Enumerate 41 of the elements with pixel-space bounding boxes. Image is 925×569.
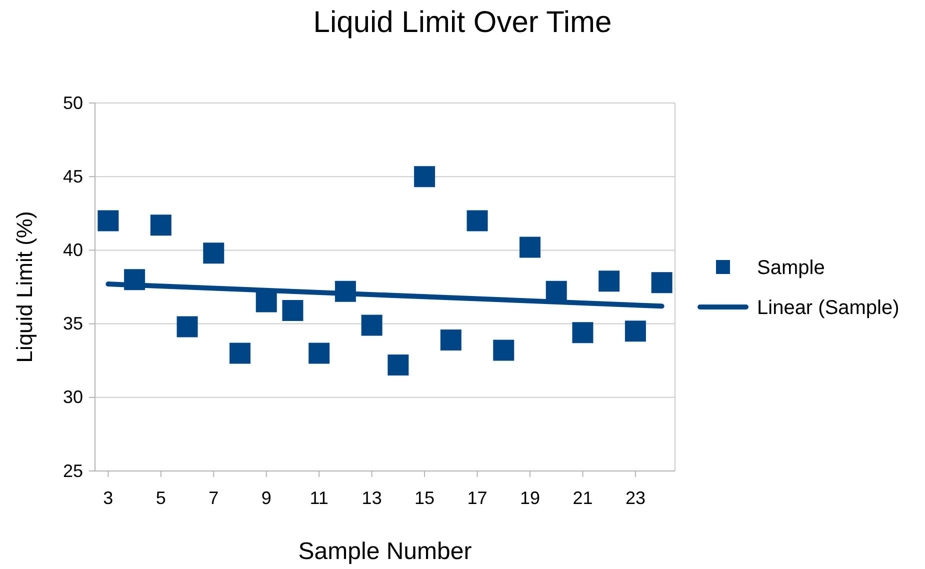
x-axis-title: Sample Number bbox=[298, 538, 472, 565]
point bbox=[98, 210, 119, 232]
y-tick-label: 40 bbox=[62, 240, 83, 260]
legend-label: Sample bbox=[757, 257, 825, 279]
point bbox=[624, 320, 646, 342]
y-tick-label: 50 bbox=[62, 92, 83, 113]
x-tick-label: 5 bbox=[156, 488, 166, 508]
point bbox=[203, 242, 224, 264]
x-tick-label: 17 bbox=[467, 488, 488, 508]
chart-title: Liquid Limit Over Time bbox=[313, 6, 612, 39]
point bbox=[361, 314, 382, 336]
x-tick-label: 15 bbox=[414, 488, 435, 508]
x-tick-label: 3 bbox=[103, 488, 114, 508]
point bbox=[230, 342, 250, 364]
x-tick-label: 23 bbox=[625, 488, 646, 508]
point bbox=[150, 214, 172, 236]
point bbox=[651, 272, 672, 294]
point bbox=[493, 340, 514, 361]
point bbox=[256, 291, 277, 312]
x-tick-label: 7 bbox=[208, 488, 219, 508]
y-tick-label: 35 bbox=[62, 314, 83, 334]
x-tick-label: 9 bbox=[261, 488, 272, 508]
point bbox=[388, 354, 409, 376]
point bbox=[440, 329, 462, 350]
point bbox=[598, 270, 620, 292]
x-tick-label: 11 bbox=[310, 488, 328, 508]
point bbox=[466, 210, 488, 232]
x-tick-label: 21 bbox=[572, 488, 593, 508]
y-tick-label: 45 bbox=[62, 166, 83, 186]
point bbox=[282, 300, 304, 322]
y-tick-label: 30 bbox=[62, 387, 83, 408]
point bbox=[414, 166, 436, 188]
point bbox=[176, 316, 198, 338]
y-tick-label: 25 bbox=[62, 460, 83, 481]
legend-label: Linear (Sample) bbox=[757, 297, 900, 319]
point bbox=[308, 342, 330, 364]
point bbox=[520, 236, 540, 258]
y-axis-title: Liquid Limit (%) bbox=[12, 211, 37, 363]
x-tick-label: 13 bbox=[362, 488, 382, 508]
point bbox=[572, 322, 594, 344]
x-tick-label: 19 bbox=[520, 488, 540, 508]
